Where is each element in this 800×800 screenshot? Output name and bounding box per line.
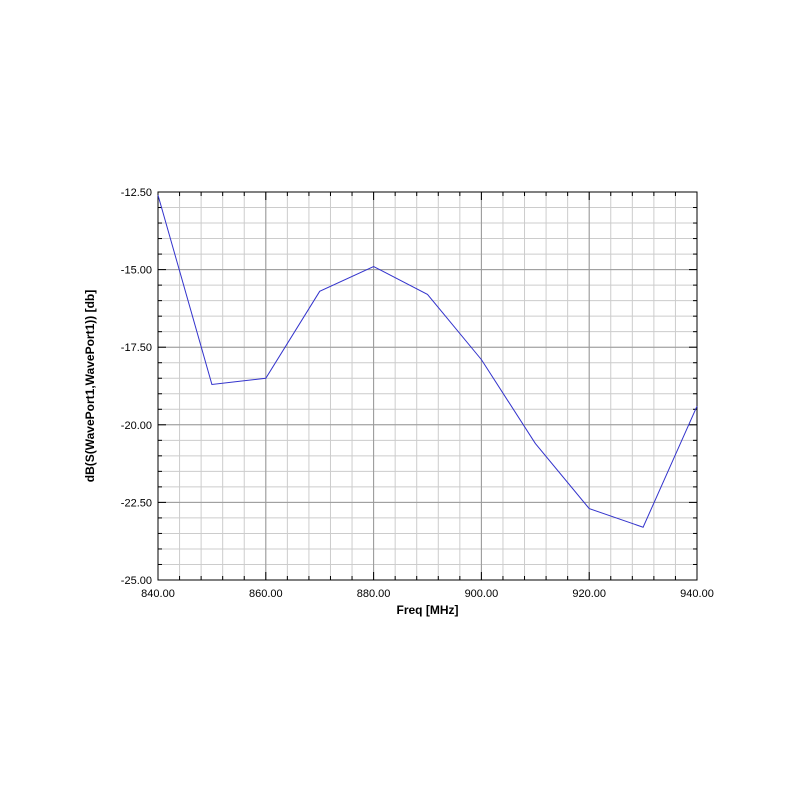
y-tick-label: -22.50 xyxy=(121,497,152,509)
y-tick-label: -20.00 xyxy=(121,420,152,432)
x-axis-title: Freq [MHz] xyxy=(397,603,459,617)
x-tick-label: 880.00 xyxy=(357,588,391,600)
series-line xyxy=(157,194,698,528)
y-tick-label: -15.00 xyxy=(121,265,152,277)
tick-labels: 840.00 860.00 880.00 900.00 920.00 940.00 -12.… xyxy=(121,187,714,600)
axes xyxy=(157,191,698,581)
x-tick-label: 860.00 xyxy=(249,588,283,600)
x-tick-label: 920.00 xyxy=(572,588,606,600)
y-tick-label: -17.50 xyxy=(121,342,152,354)
plot-frame xyxy=(157,191,698,581)
y-axis-title: dB(S(WavePort1,WavePort1)) [db] xyxy=(83,290,97,482)
x-tick-label: 900.00 xyxy=(465,588,499,600)
y-tick-label: -12.50 xyxy=(121,187,152,199)
grid xyxy=(157,191,698,581)
y-tick-label: -25.00 xyxy=(121,575,152,587)
x-tick-label: 840.00 xyxy=(141,588,175,600)
series xyxy=(157,194,698,528)
x-tick-label: 940.00 xyxy=(680,588,714,600)
